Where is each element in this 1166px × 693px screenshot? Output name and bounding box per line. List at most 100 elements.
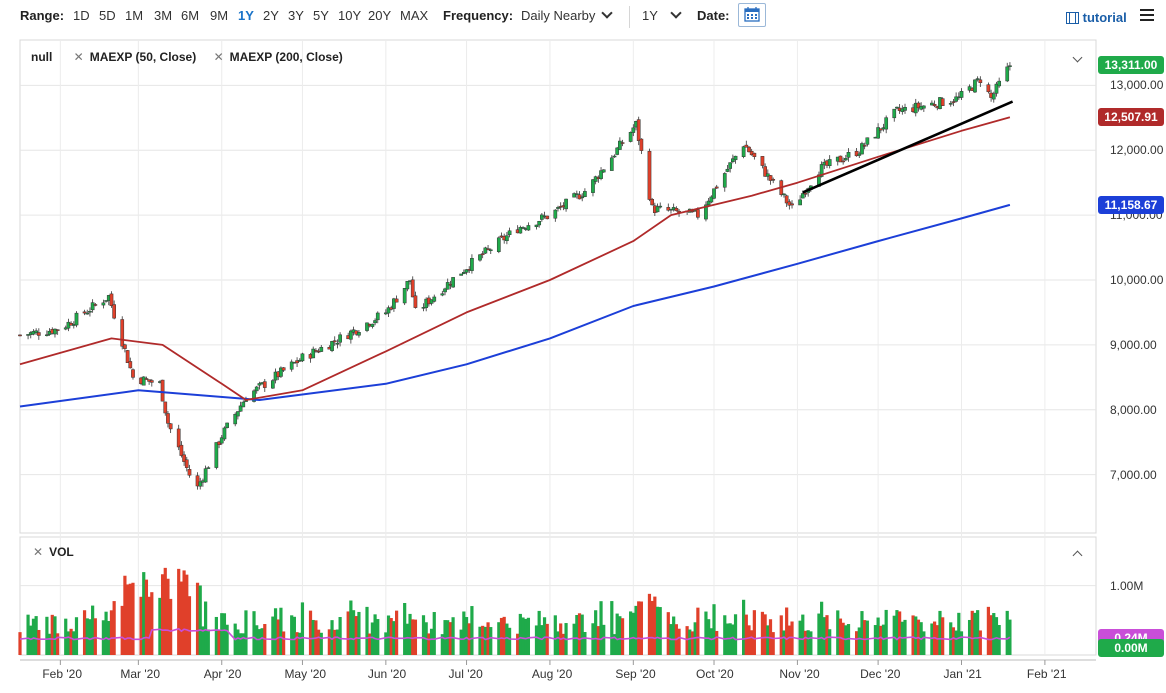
range-5y[interactable]: 5Y <box>313 8 329 23</box>
volume-bar <box>357 611 361 655</box>
candle-body <box>184 459 189 468</box>
range-2y[interactable]: 2Y <box>263 8 279 23</box>
candle-body <box>620 142 625 144</box>
volume-bar <box>647 593 652 655</box>
volume-bar <box>440 634 444 655</box>
volume-bar <box>53 616 57 655</box>
price-tick-label: 9,000.00 <box>1110 337 1157 352</box>
volume-bar <box>911 615 915 655</box>
volume-bar <box>166 578 170 655</box>
volume-bar <box>685 626 689 655</box>
volume-bar <box>712 604 716 655</box>
volume-bar <box>892 615 896 655</box>
candle-body <box>432 296 437 302</box>
candle-body <box>470 258 474 271</box>
frequency-dropdown[interactable]: Daily Nearby <box>521 7 614 23</box>
volume-bar <box>139 596 143 655</box>
range-5d[interactable]: 5D <box>99 8 116 23</box>
candle-body <box>252 390 256 402</box>
range-3m[interactable]: 3M <box>154 8 173 23</box>
period-dropdown[interactable]: 1Y <box>642 7 682 23</box>
range-1y[interactable]: 1Y <box>238 8 254 23</box>
range-1m[interactable]: 1M <box>125 8 144 23</box>
candle-body <box>784 195 789 204</box>
candle-body <box>940 98 945 106</box>
volume-bar <box>723 615 727 655</box>
volume-bar <box>429 628 434 655</box>
range-9m[interactable]: 9M <box>210 8 229 23</box>
candle-body <box>236 411 240 417</box>
volume-bar <box>553 615 557 655</box>
volume-bar <box>389 618 393 655</box>
volume-bar <box>185 574 189 655</box>
range-max[interactable]: MAX <box>400 8 429 23</box>
range-20y[interactable]: 20Y <box>368 8 392 23</box>
volume-bar <box>144 579 149 655</box>
candle-body <box>295 360 299 364</box>
candle-body <box>639 138 644 151</box>
volume-bar <box>954 630 958 655</box>
remove-volume-icon[interactable]: ✕ <box>33 545 44 559</box>
range-10y[interactable]: 10Y <box>338 8 362 23</box>
volume-bar <box>18 632 22 655</box>
candle-body <box>375 312 380 321</box>
time-tick-label: Sep '20 <box>615 667 656 681</box>
volume-bar <box>610 601 614 655</box>
volume-bar <box>45 616 49 655</box>
hamburger-menu-icon[interactable] <box>1140 9 1154 21</box>
candle-body <box>921 105 926 109</box>
candle-body <box>373 320 377 324</box>
volume-bar <box>599 601 603 655</box>
price-tick-label: 7,000.00 <box>1110 467 1157 482</box>
volume-bar <box>238 633 243 655</box>
candle-body <box>763 166 767 177</box>
volume-bar <box>93 618 97 655</box>
frequency-label: Frequency: <box>443 8 514 23</box>
candle-body <box>496 237 501 252</box>
time-tick-label: Mar '20 <box>120 667 160 681</box>
candle-body <box>443 288 447 293</box>
volume-bar <box>257 629 262 655</box>
candle-body <box>860 143 864 155</box>
range-6m[interactable]: 6M <box>181 8 200 23</box>
candle-body <box>18 334 22 337</box>
candle-body <box>709 196 714 203</box>
time-tick-label: Jun '20 <box>367 667 407 681</box>
price-tick-label: 10,000.00 <box>1110 273 1164 287</box>
candle-body <box>214 442 219 468</box>
candle-body <box>104 300 108 302</box>
candle-body <box>168 423 173 430</box>
candle-body <box>338 334 342 343</box>
candle-body <box>206 467 211 469</box>
range-3y[interactable]: 3Y <box>288 8 304 23</box>
volume-bar <box>112 601 116 655</box>
remove-ma50-icon[interactable]: ✕ <box>73 50 84 64</box>
candle-body <box>615 147 620 155</box>
volume-bar <box>308 610 313 655</box>
volume-bar <box>733 614 738 655</box>
date-picker-button[interactable] <box>738 3 766 27</box>
candle-body <box>612 155 617 158</box>
volume-bar <box>884 609 888 655</box>
volume-bar <box>537 610 541 655</box>
candle-body <box>357 332 361 336</box>
volume-bar <box>865 620 869 655</box>
volume-bar <box>696 607 700 655</box>
ma50-line <box>19 116 1011 401</box>
range-1d[interactable]: 1D <box>73 8 90 23</box>
volume-bar <box>279 607 283 655</box>
volume-bar <box>978 630 982 655</box>
volume-bar <box>432 612 436 655</box>
volume-bar <box>524 618 528 655</box>
remove-ma200-icon[interactable]: ✕ <box>213 50 224 64</box>
candle-body <box>311 348 316 359</box>
volume-bar <box>618 616 622 655</box>
tutorial-link[interactable]: tutorial <box>1066 10 1127 25</box>
volume-bar <box>101 620 105 655</box>
candle-body <box>884 117 889 130</box>
candle-body <box>480 253 485 255</box>
candle-body <box>843 158 848 161</box>
candle-body <box>451 277 455 288</box>
volume-bar <box>629 611 633 655</box>
volume-bar <box>300 602 305 655</box>
